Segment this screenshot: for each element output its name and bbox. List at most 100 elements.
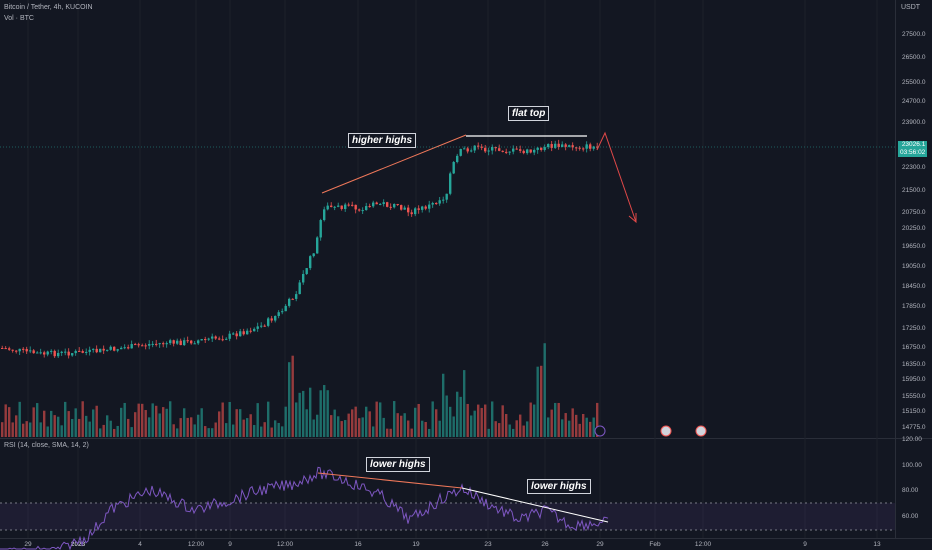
- candle: [165, 343, 168, 345]
- candle: [592, 146, 595, 149]
- volume-bar: [46, 426, 49, 437]
- volume-bar: [204, 426, 207, 437]
- volume-bar: [242, 419, 245, 437]
- volume-bar: [57, 416, 60, 437]
- volume-bar: [232, 424, 235, 437]
- candle: [15, 350, 18, 352]
- candle: [498, 148, 501, 151]
- candle: [417, 208, 420, 210]
- volume-bar: [218, 411, 221, 437]
- volume-bar: [246, 418, 249, 437]
- volume-bar: [71, 418, 74, 437]
- volume-bar: [351, 409, 354, 437]
- annotation-flat-top[interactable]: flat top: [508, 106, 550, 121]
- volume-bar: [207, 428, 210, 437]
- candle: [78, 350, 81, 352]
- volume-bar: [354, 406, 357, 437]
- volume-bar: [410, 428, 413, 437]
- candle: [123, 347, 126, 349]
- candle: [561, 144, 564, 148]
- volume-bar: [64, 401, 67, 437]
- candle: [32, 350, 35, 354]
- volume-bar: [298, 392, 301, 437]
- price-tick-label: 15950.0: [902, 376, 926, 383]
- candle: [585, 144, 588, 149]
- volume-bar: [190, 417, 193, 437]
- volume-bar: [197, 414, 200, 437]
- time-tick-label: 16: [354, 541, 362, 548]
- candle: [148, 344, 151, 346]
- candle: [169, 340, 172, 344]
- volume-bar: [442, 373, 445, 437]
- volume-bar: [211, 428, 214, 437]
- candle: [508, 151, 511, 153]
- candle: [554, 143, 557, 148]
- candle: [484, 147, 487, 152]
- candle: [333, 206, 336, 208]
- volume-bar: [312, 419, 315, 437]
- candle: [242, 331, 245, 335]
- annotation-higher-highs[interactable]: higher highs: [348, 133, 416, 148]
- volume-bar: [501, 405, 504, 437]
- annotation-lower-highs-rsi-2[interactable]: lower highs: [527, 479, 591, 494]
- candle: [459, 148, 462, 156]
- candle: [102, 348, 105, 351]
- price-tick-label: 14775.0: [902, 424, 926, 431]
- volume-bar: [379, 402, 382, 437]
- volume-bar: [263, 422, 266, 437]
- candle: [295, 294, 298, 299]
- volume-bar: [491, 401, 494, 437]
- candle: [39, 352, 42, 354]
- time-tick-label: Feb: [649, 541, 661, 548]
- symbol-title[interactable]: Bitcoin / Tether, 4h, KUCOIN: [4, 4, 93, 11]
- candle: [179, 340, 182, 346]
- candle: [4, 348, 7, 350]
- candle: [298, 282, 301, 295]
- volume-bar: [456, 391, 459, 437]
- volume-bar: [459, 396, 462, 437]
- candle: [351, 204, 354, 206]
- volume-bar: [120, 407, 123, 437]
- volume-bar: [452, 416, 455, 437]
- volume-bar: [78, 418, 81, 437]
- candle: [540, 147, 543, 150]
- volume-bar: [60, 425, 63, 437]
- price-tick-label: 15550.0: [902, 393, 926, 400]
- candle: [274, 315, 277, 321]
- volume-bar: [225, 423, 228, 437]
- volume-bar: [29, 422, 32, 437]
- candle: [536, 147, 539, 150]
- volume-legend[interactable]: Vol · BTC: [4, 15, 34, 22]
- candle: [50, 350, 53, 352]
- candle: [214, 336, 217, 339]
- candle: [239, 331, 242, 337]
- candle: [155, 343, 158, 345]
- volume-bar: [183, 408, 186, 437]
- candle: [372, 202, 375, 207]
- candle: [288, 298, 291, 306]
- volume-bar: [438, 420, 441, 437]
- candle: [176, 340, 179, 344]
- candle: [99, 348, 102, 353]
- price-tick-label: 18450.0: [902, 283, 926, 290]
- candle: [452, 162, 455, 174]
- volume-bar: [88, 421, 91, 437]
- annotation-lower-highs-rsi[interactable]: lower highs: [366, 457, 430, 472]
- volume-bar: [141, 403, 144, 437]
- candle: [365, 206, 368, 211]
- candle: [487, 150, 490, 152]
- currency-label: USDT: [901, 4, 921, 11]
- time-tick-label: 12:00: [277, 541, 294, 548]
- candle: [456, 155, 459, 163]
- candle: [246, 330, 249, 335]
- rsi-legend[interactable]: RSI (14, close, SMA, 14, 2): [4, 442, 89, 449]
- candle: [137, 344, 140, 346]
- volume-bar: [176, 428, 179, 437]
- volume-bar: [116, 425, 119, 437]
- volume-bar: [480, 407, 483, 437]
- volume-bar: [393, 401, 396, 437]
- volume-bar: [305, 409, 308, 437]
- rsi-tick-label: 100.00: [902, 462, 922, 469]
- candle: [470, 150, 473, 152]
